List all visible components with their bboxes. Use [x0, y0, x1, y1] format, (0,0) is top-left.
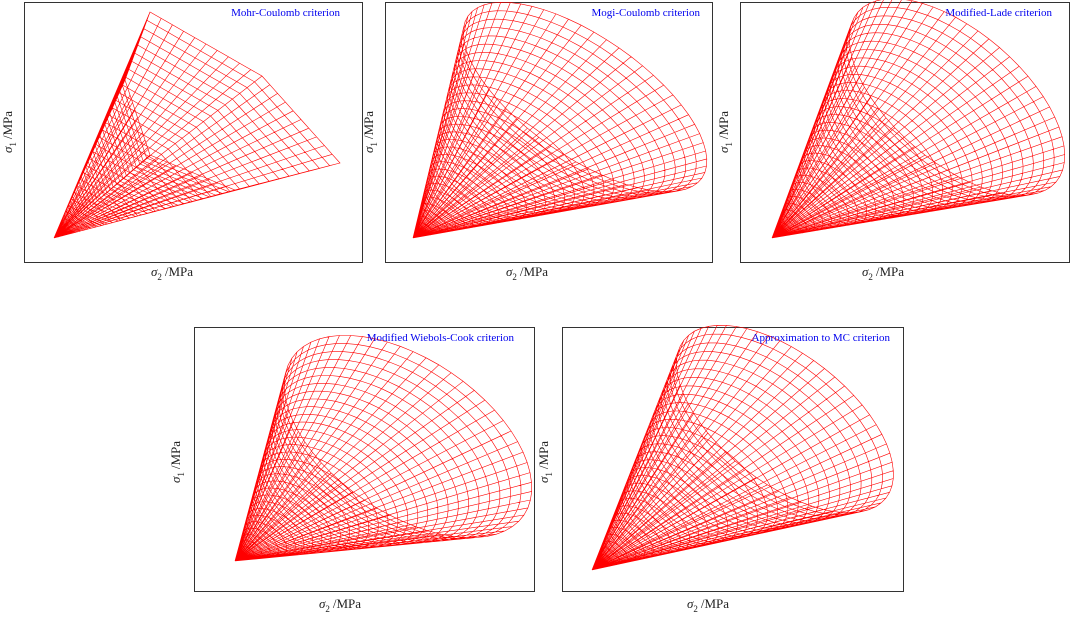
label-symbol: σ: [361, 146, 376, 153]
label-subscript: 1: [724, 142, 734, 147]
panel-title: Modified Wiebols-Cook criterion: [367, 332, 515, 344]
label-subscript: 1: [369, 142, 379, 147]
label-symbol: σ: [687, 596, 694, 611]
panel-frame: [24, 2, 363, 263]
y-label: σ1/MPa: [716, 111, 734, 153]
x-label: σ2/MPa: [319, 596, 361, 614]
label-symbol: σ: [716, 146, 731, 153]
panel-frame: [740, 2, 1070, 263]
label-unit: /MPa: [536, 441, 551, 469]
panel-frame: [562, 327, 904, 592]
label-unit: /MPa: [168, 441, 183, 469]
surface-mesh: [591, 324, 894, 571]
label-unit: /MPa: [165, 264, 193, 279]
x-label: σ2/MPa: [687, 596, 729, 614]
label-subscript: 2: [693, 604, 698, 614]
label-subscript: 2: [325, 604, 330, 614]
panel: Modified Wiebols-Cook criterionσ2/MPaσ1/…: [168, 327, 535, 614]
panel-title: Modified-Lade criterion: [945, 7, 1052, 19]
label-unit: /MPa: [716, 111, 731, 139]
surface-mesh: [234, 335, 533, 562]
label-symbol: σ: [0, 146, 15, 153]
label-unit: /MPa: [701, 596, 729, 611]
surface-mesh: [771, 0, 1066, 239]
label-symbol: σ: [506, 264, 513, 279]
label-unit: /MPa: [876, 264, 904, 279]
panel-frame: [385, 2, 713, 263]
y-label: σ1/MPa: [168, 441, 186, 483]
label-unit: /MPa: [0, 111, 15, 139]
label-subscript: 1: [176, 472, 186, 477]
label-subscript: 2: [512, 272, 517, 282]
label-subscript: 2: [868, 272, 873, 282]
x-label: σ2/MPa: [151, 264, 193, 282]
label-symbol: σ: [319, 596, 326, 611]
panel-title: Approximation to MC criterion: [752, 332, 891, 344]
panel-title: Mogi-Coulomb criterion: [592, 7, 701, 19]
label-unit: /MPa: [361, 111, 376, 139]
label-subscript: 1: [544, 472, 554, 477]
label-symbol: σ: [536, 476, 551, 483]
panel-title: Mohr-Coulomb criterion: [231, 7, 340, 19]
y-label: σ1/MPa: [536, 441, 554, 483]
x-label: σ2/MPa: [506, 264, 548, 282]
label-symbol: σ: [151, 264, 158, 279]
panel: Approximation to MC criterionσ2/MPaσ1/MP…: [536, 324, 904, 614]
label-symbol: σ: [168, 476, 183, 483]
x-label: σ2/MPa: [862, 264, 904, 282]
surface-mesh: [53, 11, 341, 239]
surface-mesh: [412, 1, 708, 239]
y-label: σ1/MPa: [0, 111, 18, 153]
panel-frame: [194, 327, 535, 592]
label-subscript: 1: [8, 142, 18, 147]
label-unit: /MPa: [333, 596, 361, 611]
label-unit: /MPa: [520, 264, 548, 279]
label-subscript: 2: [157, 272, 162, 282]
y-label: σ1/MPa: [361, 111, 379, 153]
label-symbol: σ: [862, 264, 869, 279]
